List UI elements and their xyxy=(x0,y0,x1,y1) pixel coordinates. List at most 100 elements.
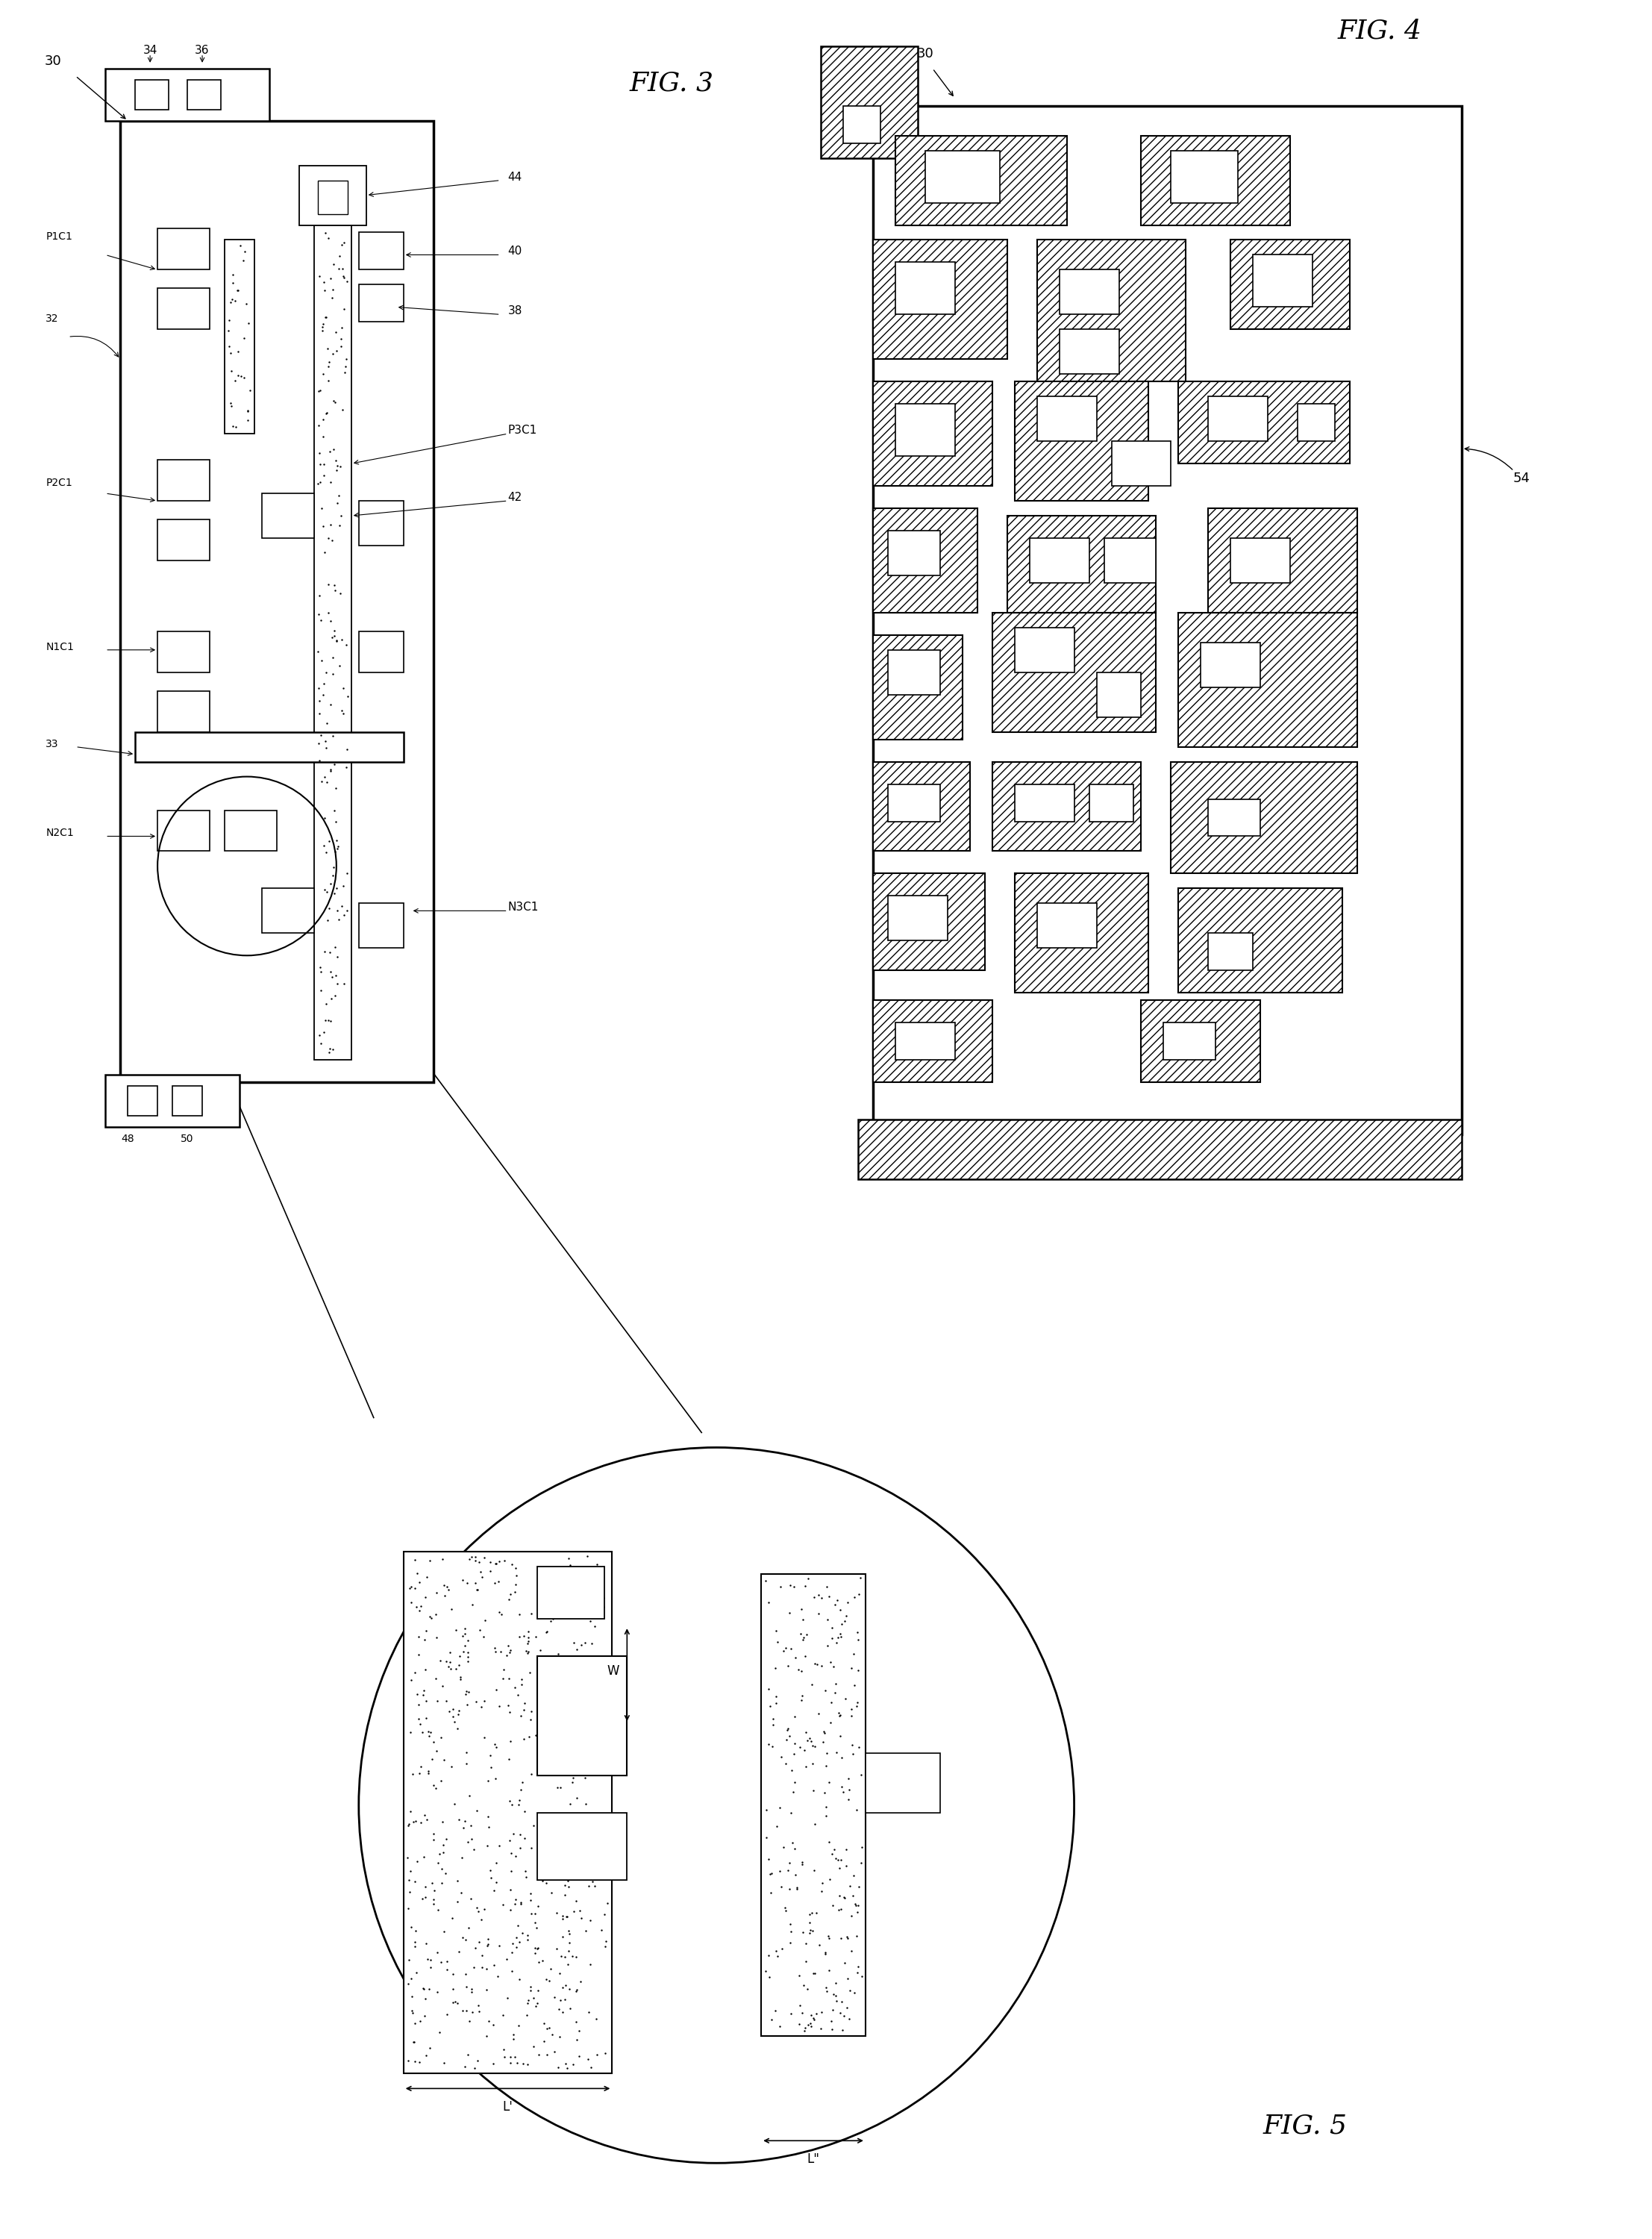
Point xyxy=(405,1702,431,1737)
Point xyxy=(481,1872,507,1908)
Point xyxy=(841,1637,867,1673)
Point xyxy=(482,1729,509,1764)
Point xyxy=(486,1827,512,1863)
Point xyxy=(425,1845,451,1881)
Point xyxy=(763,1932,790,1968)
Point xyxy=(796,1912,823,1948)
Point xyxy=(788,1592,814,1628)
Point xyxy=(334,678,360,714)
Point xyxy=(415,1753,441,1789)
Point xyxy=(306,725,332,761)
Point xyxy=(760,1706,786,1742)
Point xyxy=(322,958,349,994)
Point xyxy=(575,1800,601,1836)
Point xyxy=(230,242,256,278)
Point xyxy=(416,2031,443,2067)
Point xyxy=(841,1975,867,2011)
Point xyxy=(798,1894,824,1930)
Point xyxy=(319,280,345,316)
Point xyxy=(324,965,350,1001)
Text: 42: 42 xyxy=(507,493,522,504)
Point xyxy=(439,1970,466,2006)
Point xyxy=(818,2004,844,2040)
Point xyxy=(312,835,339,871)
Point xyxy=(555,1932,582,1968)
Point xyxy=(230,360,256,396)
Bar xyxy=(1171,761,1358,873)
Point xyxy=(773,1722,800,1758)
Point xyxy=(334,893,360,929)
Point xyxy=(572,1787,598,1823)
Point xyxy=(555,1847,582,1883)
Bar xyxy=(127,1086,157,1115)
Point xyxy=(752,1563,778,1599)
Bar xyxy=(993,613,1156,732)
Bar xyxy=(872,873,985,969)
Point xyxy=(430,1668,456,1704)
Point xyxy=(396,1941,423,1977)
Point xyxy=(504,2044,530,2080)
Point xyxy=(801,1729,828,1764)
Point xyxy=(778,1630,805,1666)
Point xyxy=(577,1802,603,1838)
Point xyxy=(813,1798,839,1834)
Point xyxy=(542,2033,568,2069)
Point xyxy=(525,1836,552,1872)
Point xyxy=(497,1836,524,1872)
Point xyxy=(453,2049,479,2085)
Point xyxy=(826,1697,852,1733)
Point xyxy=(401,1570,428,1605)
Point xyxy=(801,2002,828,2037)
Point xyxy=(557,1699,583,1735)
Point xyxy=(506,1908,532,1943)
Point xyxy=(582,1643,608,1679)
Point xyxy=(813,1570,839,1605)
Point xyxy=(415,1713,441,1749)
Point xyxy=(823,1977,849,2013)
Point xyxy=(235,392,261,428)
Point xyxy=(406,2004,433,2040)
Point xyxy=(588,1832,615,1867)
Point xyxy=(542,1574,568,1610)
Bar xyxy=(1252,255,1313,307)
Point xyxy=(801,1807,828,1843)
Point xyxy=(819,1836,846,1872)
Point xyxy=(312,300,339,336)
Point xyxy=(563,1823,590,1858)
Point xyxy=(329,889,355,925)
Point xyxy=(324,822,350,858)
Point xyxy=(755,1585,781,1621)
Point xyxy=(763,1686,790,1722)
Bar xyxy=(1208,396,1269,441)
Point xyxy=(408,1805,434,1840)
Point xyxy=(568,1628,595,1664)
Point xyxy=(449,1993,476,2029)
Point xyxy=(430,1865,456,1901)
Point xyxy=(590,1581,616,1617)
Point xyxy=(762,1650,788,1686)
Point xyxy=(771,1892,798,1928)
Point xyxy=(796,1905,823,1941)
Point xyxy=(395,1966,421,2002)
Point xyxy=(520,2029,547,2064)
Point xyxy=(481,2006,507,2042)
Point xyxy=(570,1558,596,1594)
Point xyxy=(220,407,246,443)
Point xyxy=(334,264,360,300)
Point xyxy=(806,1576,833,1612)
Point xyxy=(762,1993,788,2029)
Point xyxy=(497,1872,524,1908)
Point xyxy=(314,763,340,799)
Point xyxy=(481,1948,507,1984)
Point xyxy=(563,1883,590,1919)
Point xyxy=(515,1982,542,2017)
Point xyxy=(400,1805,426,1840)
Point xyxy=(547,1982,573,2017)
Point xyxy=(322,833,349,869)
Point xyxy=(317,752,344,788)
Point xyxy=(463,1684,489,1720)
Point xyxy=(444,1711,471,1746)
Point xyxy=(458,1820,484,1856)
Point xyxy=(555,1863,582,1899)
Point xyxy=(231,320,258,356)
